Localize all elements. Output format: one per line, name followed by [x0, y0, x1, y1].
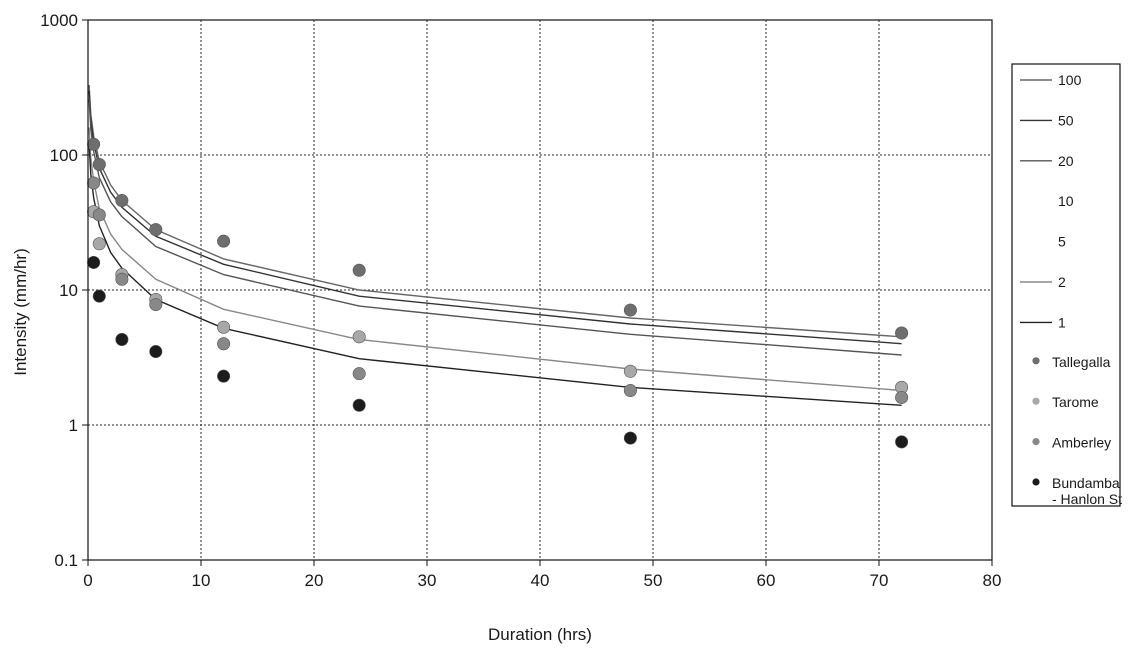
legend-label-bundamba-hanlon-st: - Hanlon St — [1052, 491, 1122, 507]
point-amberley — [895, 390, 909, 404]
legend-label-10: 10 — [1058, 193, 1074, 209]
point-amberley — [352, 367, 366, 381]
point-tarome — [217, 320, 231, 334]
point-tallegalla — [115, 194, 129, 208]
point-tarome — [352, 330, 366, 344]
point-amberley — [87, 176, 101, 190]
legend-label-2: 2 — [1058, 274, 1066, 290]
y-tick-label: 100 — [50, 146, 78, 165]
point-amberley — [623, 384, 637, 398]
x-tick-label: 20 — [305, 571, 324, 590]
station-points — [87, 137, 909, 449]
x-axis-ticks: 0 10 20 30 40 50 60 70 80 — [83, 560, 1001, 590]
legend-label-50: 50 — [1058, 112, 1074, 128]
x-tick-label: 10 — [192, 571, 211, 590]
y-tick-label: 10 — [59, 281, 78, 300]
curve-100 — [88, 84, 902, 338]
x-tick-label: 0 — [83, 571, 92, 590]
curve-1 — [88, 144, 902, 406]
point-tallegalla — [87, 137, 101, 151]
point-bundamba-hanlon-st — [352, 398, 366, 412]
legend-label-tallegalla: Tallegalla — [1052, 354, 1111, 370]
point-bundamba-hanlon-st — [149, 345, 163, 359]
point-bundamba-hanlon-st — [87, 255, 101, 269]
point-bundamba-hanlon-st — [92, 289, 106, 303]
x-tick-label: 50 — [644, 571, 663, 590]
point-amberley — [217, 337, 231, 351]
point-tallegalla — [217, 234, 231, 248]
point-tallegalla — [895, 326, 909, 340]
legend-label-1: 1 — [1058, 314, 1066, 330]
point-tallegalla — [149, 223, 163, 237]
legend-label-bundamba-hanlon-st: Bundamba — [1052, 475, 1120, 491]
y-tick-label: 1000 — [40, 11, 78, 30]
y-axis-title: Intensity (mm/hr) — [11, 248, 30, 376]
point-tallegalla — [623, 303, 637, 317]
legend-box — [1011, 63, 1121, 507]
legend-label-100: 100 — [1058, 72, 1082, 88]
legend-marker-amberley — [1032, 438, 1040, 446]
x-tick-label: 30 — [418, 571, 437, 590]
point-tarome — [623, 364, 637, 378]
point-bundamba-hanlon-st — [115, 332, 129, 346]
legend-marker-bundamba-hanlon-st — [1032, 478, 1040, 486]
point-bundamba-hanlon-st — [623, 431, 637, 445]
legend: 100 50 20 10 5 2 1 Tallegalla Tarome Amberley Bund… — [1011, 63, 1122, 507]
point-bundamba-hanlon-st — [895, 435, 909, 449]
x-axis-title: Duration (hrs) — [488, 625, 592, 644]
legend-label-5: 5 — [1058, 234, 1066, 250]
point-tarome — [92, 237, 106, 251]
curve-20 — [88, 98, 902, 356]
legend-label-20: 20 — [1058, 153, 1074, 169]
y-tick-label: 0.1 — [54, 551, 78, 570]
point-tallegalla — [92, 158, 106, 172]
curve-2 — [88, 127, 902, 392]
legend-marker-tallegalla — [1032, 357, 1040, 365]
x-tick-label: 40 — [531, 571, 550, 590]
x-tick-label: 70 — [870, 571, 889, 590]
legend-label-tarome: Tarome — [1052, 394, 1099, 410]
y-tick-label: 1 — [69, 416, 78, 435]
frequency-curves — [88, 84, 902, 406]
x-tick-label: 80 — [983, 571, 1002, 590]
grid-lines — [88, 20, 992, 560]
legend-marker-tarome — [1032, 397, 1040, 405]
point-amberley — [92, 208, 106, 222]
y-axis-ticks: 0.1 1 10 100 1000 — [40, 11, 88, 570]
point-amberley — [149, 298, 163, 312]
point-bundamba-hanlon-st — [217, 369, 231, 383]
curve-50 — [88, 90, 902, 345]
point-amberley — [115, 272, 129, 286]
legend-label-amberley: Amberley — [1052, 435, 1111, 451]
point-tallegalla — [352, 263, 366, 277]
x-tick-label: 60 — [757, 571, 776, 590]
